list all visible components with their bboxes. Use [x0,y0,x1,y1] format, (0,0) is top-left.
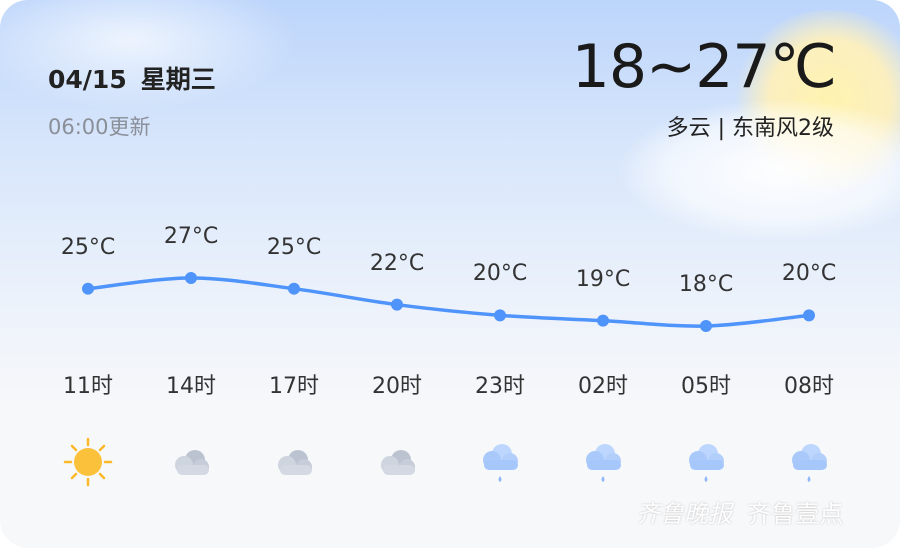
light-rain-icon [680,436,732,488]
date-text: 04/15 [48,65,127,94]
weather-description: 多云 | 东南风2级 [667,110,834,142]
temperature-point [597,314,609,327]
temperature-point [803,309,815,322]
date: 04/15 星期三 [48,60,230,96]
hour-label: 17时 [269,374,319,399]
hour-label: 11时 [63,374,113,399]
hour-label: 14时 [166,374,216,399]
light-rain-icon [783,436,835,488]
update-time: 06:00更新 [48,115,151,139]
condition: 多云 [666,116,711,141]
temperature-point [82,282,94,295]
hour-label: 20时 [372,374,422,399]
light-rain-icon [474,436,526,488]
temperature-range: 18~27℃ [571,32,837,102]
hour-label: 05时 [681,374,731,399]
hour-label: 02时 [578,374,628,399]
temperature-label: 20°C [781,261,837,287]
hour-label: 23时 [475,374,525,399]
cloudy-icon [371,436,423,488]
temperature-point [494,309,506,322]
temperature-point [185,272,197,285]
cloudy-icon [165,436,217,488]
wind: 东南风2级 [732,116,834,141]
light-rain-icon [577,436,629,488]
temperature-point [391,298,403,311]
temperature-label: 19°C [575,266,631,292]
watermark-left: 齐鲁晚报 [636,500,732,528]
temperature-label: 27°C [163,224,219,250]
separator: | [717,116,725,141]
sunny-icon [62,436,114,488]
weekday: 星期三 [140,65,216,94]
temperature-point [700,320,712,332]
hour-label: 08时 [784,374,834,399]
temperature-label: 25°C [60,234,116,260]
temperature-point [288,282,300,295]
temperature-line [87,276,810,328]
temperature-label: 22°C [369,250,425,276]
temperature-label: 20°C [472,261,528,287]
watermark: 齐鲁晚报 齐鲁壹点 [636,494,843,529]
temperature-label: 25°C [266,234,322,260]
temperature-label: 18°C [678,272,734,297]
watermark-right: 齐鲁壹点 [747,500,844,528]
cloudy-icon [268,436,320,488]
